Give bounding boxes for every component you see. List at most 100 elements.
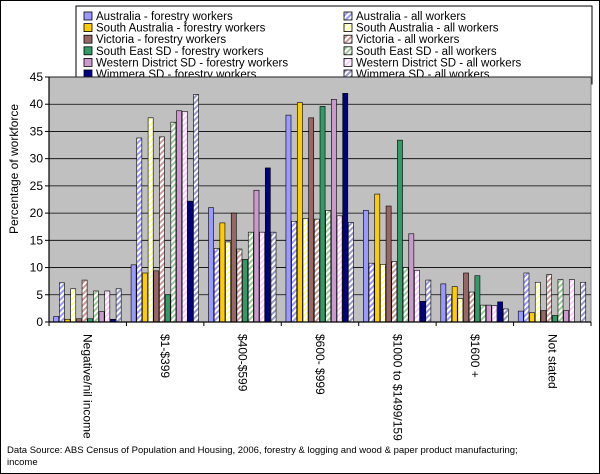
legend-entry: South East SD - all workers — [356, 46, 497, 58]
x-tick-label: $600- $999 — [313, 334, 327, 395]
legend-swatch — [343, 11, 353, 21]
bar — [236, 248, 243, 323]
bar — [302, 218, 309, 323]
y-tick-label: 45 — [30, 70, 44, 84]
bar — [551, 315, 558, 323]
bar — [181, 111, 188, 323]
bar — [368, 262, 375, 323]
x-tick-label: Not stated — [545, 334, 559, 389]
legend-entry: Western District SD - all workers — [356, 57, 522, 69]
legend-entry: South East SD - forestry workers — [96, 46, 264, 58]
plot-area — [48, 76, 592, 323]
legend-entry: Victoria - all workers — [356, 34, 460, 46]
bar — [230, 212, 237, 323]
x-tick-label: Negative/nil income — [81, 334, 95, 439]
bar — [414, 269, 420, 323]
x-tick-label: $1600 + — [468, 334, 482, 378]
bar — [397, 139, 403, 323]
bar — [419, 301, 426, 323]
bar — [187, 200, 194, 323]
bar — [331, 99, 337, 323]
bar — [463, 272, 469, 323]
bar — [53, 316, 60, 323]
bar — [474, 275, 481, 323]
bar — [391, 261, 398, 323]
legend-swatch — [83, 34, 93, 44]
legend-swatch — [343, 34, 353, 44]
bar — [529, 312, 535, 323]
bar — [291, 220, 297, 323]
bar — [451, 286, 458, 323]
bar — [517, 310, 524, 323]
bar — [115, 288, 122, 323]
bar — [480, 304, 486, 323]
bar — [342, 93, 349, 323]
bar — [59, 282, 65, 323]
bar — [264, 167, 271, 323]
bar — [98, 311, 105, 323]
legend-swatch — [343, 46, 353, 56]
legend-swatch — [343, 58, 353, 67]
bar — [569, 279, 575, 323]
bar — [164, 294, 171, 323]
bar — [130, 264, 137, 323]
bar — [104, 290, 111, 323]
bar — [502, 308, 509, 323]
bar — [259, 231, 265, 323]
y-tick-label: 10 — [30, 261, 44, 275]
legend-entry: Western District SD - forestry workers — [96, 57, 288, 69]
bar — [270, 231, 277, 323]
bar — [242, 259, 248, 323]
data-source-note: Data Source: ABS Census of Population an… — [7, 445, 518, 468]
bar — [468, 291, 475, 323]
bar — [176, 110, 182, 323]
y-tick-label: 15 — [30, 233, 44, 247]
legend-box — [75, 5, 593, 85]
y-tick-label: 30 — [30, 152, 44, 166]
bar — [219, 222, 226, 323]
bar — [425, 279, 432, 323]
bar — [136, 137, 143, 323]
legend-swatch — [83, 11, 93, 21]
bar — [319, 106, 326, 323]
bar — [81, 279, 88, 323]
bar — [540, 310, 547, 323]
bar — [225, 241, 231, 323]
bar — [491, 305, 498, 323]
bar — [557, 279, 564, 323]
y-axis-label: Percentage of workforce — [7, 104, 21, 234]
legend-entry: South Australia - all workers — [356, 23, 499, 35]
bar — [213, 248, 220, 323]
x-tick-label: $1000 to $1499/1599 — [390, 334, 404, 441]
bar — [457, 298, 464, 323]
legend-entry: Australia - all workers — [356, 11, 466, 23]
y-tick-label: 0 — [36, 315, 43, 329]
bar — [363, 210, 369, 323]
bar — [580, 281, 587, 323]
legend-swatch — [83, 46, 93, 56]
bar — [153, 270, 160, 323]
bar — [563, 310, 570, 323]
bar — [247, 231, 254, 323]
bar — [523, 272, 530, 323]
bar — [546, 274, 552, 323]
bar — [159, 136, 165, 323]
bar — [308, 117, 315, 323]
y-tick-label: 40 — [30, 97, 44, 111]
bar — [408, 233, 415, 323]
bar — [497, 301, 503, 323]
bar — [208, 207, 214, 323]
bar — [325, 210, 332, 323]
bar — [485, 304, 492, 323]
bar — [93, 290, 99, 323]
axes: 0 5 10 15 20 25 30 35 40 45 Negative/nil income $1-… — [30, 70, 592, 441]
bar — [142, 272, 148, 323]
bar — [147, 117, 154, 323]
bar — [402, 267, 409, 323]
bar — [253, 189, 260, 323]
bar — [348, 222, 354, 323]
bar — [285, 114, 292, 323]
